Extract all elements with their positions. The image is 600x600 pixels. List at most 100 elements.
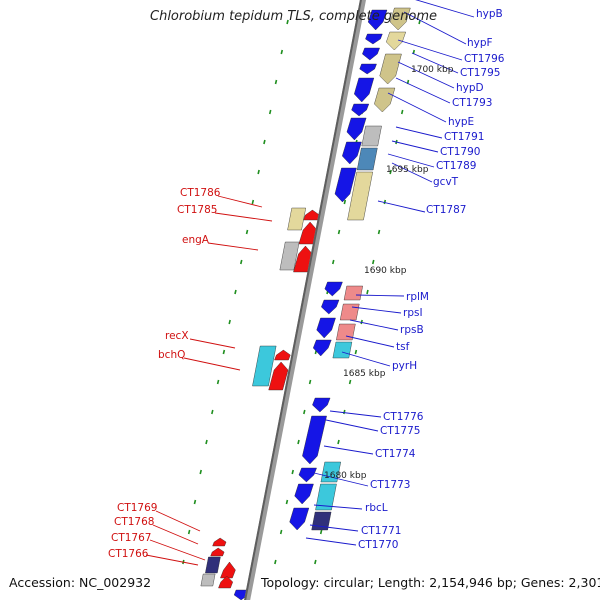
gene-label-reverse[interactable]: CT1766 [108, 548, 149, 560]
leader-line-reverse [149, 539, 206, 561]
gene-block [315, 483, 337, 511]
leader-line-forward [395, 126, 443, 139]
scale-marker [285, 499, 289, 505]
scale-marker [274, 559, 277, 565]
leader-line-forward [351, 306, 402, 314]
gene-label-reverse[interactable]: CT1785 [177, 204, 218, 216]
leader-line-forward [349, 319, 399, 331]
gene-label-forward[interactable]: CT1789 [436, 160, 477, 172]
gene-label-reverse[interactable]: engA [182, 234, 209, 246]
leader-line-forward [391, 162, 433, 183]
leader-line-forward [325, 419, 379, 432]
gene-label-forward[interactable]: CT1771 [361, 525, 402, 537]
gene-label-forward[interactable]: rpsI [403, 307, 423, 319]
scale-marker [274, 79, 278, 85]
leader-line-forward [329, 410, 382, 418]
scale-marker [371, 259, 375, 265]
leader-line-reverse [214, 212, 273, 222]
gene-label-forward[interactable]: hypD [456, 82, 484, 94]
gene-block [289, 507, 310, 531]
gene-block [316, 317, 336, 339]
tick-label: 1685 kbp [343, 369, 386, 379]
leader-line-forward [377, 200, 426, 213]
tick-label: 1690 kbp [364, 266, 407, 276]
chromosome-backbone [244, 0, 366, 600]
gene-block [332, 341, 353, 359]
gene-label-forward[interactable]: CT1775 [380, 425, 421, 437]
gene-block [302, 415, 327, 465]
genome-summary-text: Topology: circular; Length: 2,154,946 bp… [261, 575, 600, 590]
scale-marker [257, 169, 260, 175]
scale-marker [343, 409, 346, 415]
gene-label-forward[interactable]: rpsB [400, 324, 424, 336]
gene-label-reverse[interactable]: CT1786 [180, 187, 221, 199]
leader-line-reverse [183, 357, 241, 371]
gene-label-forward[interactable]: CT1791 [444, 131, 485, 143]
gene-label-forward[interactable]: CT1795 [460, 67, 501, 79]
scale-marker [314, 559, 317, 565]
gene-block [274, 349, 291, 361]
gene-label-forward[interactable]: CT1796 [464, 53, 505, 65]
gene-block [321, 299, 340, 315]
gene-label-reverse[interactable]: CT1769 [117, 502, 158, 514]
gene-block [342, 141, 362, 165]
gene-label-forward[interactable]: CT1774 [375, 448, 416, 460]
gene-label-forward[interactable]: pyrH [392, 360, 418, 372]
scale-marker [222, 349, 226, 355]
scale-marker [400, 109, 404, 115]
gene-block [220, 561, 236, 579]
scale-marker [366, 289, 369, 295]
gene-label-forward[interactable]: CT1793 [452, 97, 493, 109]
gene-label-forward[interactable]: rbcL [365, 502, 388, 514]
gene-label-reverse[interactable]: recX [165, 330, 189, 342]
gene-label-forward[interactable]: CT1776 [383, 411, 424, 423]
scale-marker [234, 289, 237, 295]
gene-label-forward[interactable]: rplM [406, 291, 429, 303]
gene-block [212, 537, 227, 547]
gene-label-forward[interactable]: hypE [448, 116, 475, 128]
leader-line-forward [341, 351, 391, 367]
gene-label-forward[interactable]: CT1770 [358, 539, 399, 551]
scale-marker [251, 199, 255, 205]
scale-marker [308, 379, 312, 385]
gene-block [361, 125, 382, 147]
tick-label: 1695 kbp [386, 165, 429, 175]
gene-block [312, 339, 332, 357]
gene-label-forward[interactable]: hypF [467, 37, 493, 49]
gene-label-forward[interactable]: CT1773 [370, 479, 411, 491]
gene-block [379, 53, 402, 85]
leader-line-reverse [207, 242, 259, 251]
chromosome-backbone-edge [244, 0, 362, 600]
scale-marker [228, 319, 231, 325]
scale-marker [268, 109, 272, 115]
scale-marker [343, 199, 347, 205]
leader-line-forward [411, 52, 459, 74]
scale-marker [354, 349, 358, 355]
scale-marker [193, 499, 197, 505]
leader-line-forward [323, 445, 374, 455]
gene-block [210, 547, 225, 557]
gene-label-forward[interactable]: CT1790 [440, 146, 481, 158]
gene-block [356, 147, 378, 171]
leader-line-reverse [189, 338, 236, 349]
gene-block [252, 345, 277, 387]
gene-label-forward[interactable]: tsf [396, 341, 410, 353]
scale-marker [303, 409, 306, 415]
scale-marker [187, 529, 191, 535]
gene-label-reverse[interactable]: CT1767 [111, 532, 152, 544]
leader-line-forward [403, 11, 467, 45]
gene-label-forward[interactable]: hypB [476, 8, 503, 20]
gene-label-forward[interactable]: gcvT [433, 176, 459, 188]
accession-text: Accession: NC_002932 [9, 575, 152, 590]
gene-block [374, 87, 396, 113]
gene-block [386, 31, 407, 51]
leader-line-forward [309, 524, 359, 532]
gene-block [287, 207, 307, 231]
scale-marker [319, 529, 323, 535]
leader-line-reverse [152, 524, 199, 545]
gene-label-reverse[interactable]: CT1768 [114, 516, 155, 528]
gene-block [200, 573, 216, 587]
gene-label-reverse[interactable]: bchQ [158, 349, 186, 361]
gene-block [351, 103, 370, 117]
gene-label-forward[interactable]: CT1787 [426, 204, 467, 216]
